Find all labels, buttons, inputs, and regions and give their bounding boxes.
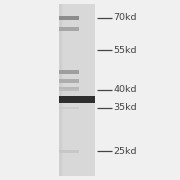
Bar [59,107,79,109]
Bar [61,4,63,176]
Bar [59,16,79,20]
Text: 40kd: 40kd [113,86,137,94]
Text: 55kd: 55kd [113,46,137,55]
Bar [59,96,95,103]
Text: 35kd: 35kd [113,103,137,112]
Bar [59,79,79,83]
Bar [59,27,79,31]
Text: 70kd: 70kd [113,14,137,22]
Bar [59,89,79,91]
Bar [60,4,62,176]
Bar [59,70,79,74]
Bar [59,4,61,176]
Bar [59,150,79,153]
Text: 25kd: 25kd [113,147,137,156]
Bar [59,4,95,176]
Bar [59,87,79,90]
